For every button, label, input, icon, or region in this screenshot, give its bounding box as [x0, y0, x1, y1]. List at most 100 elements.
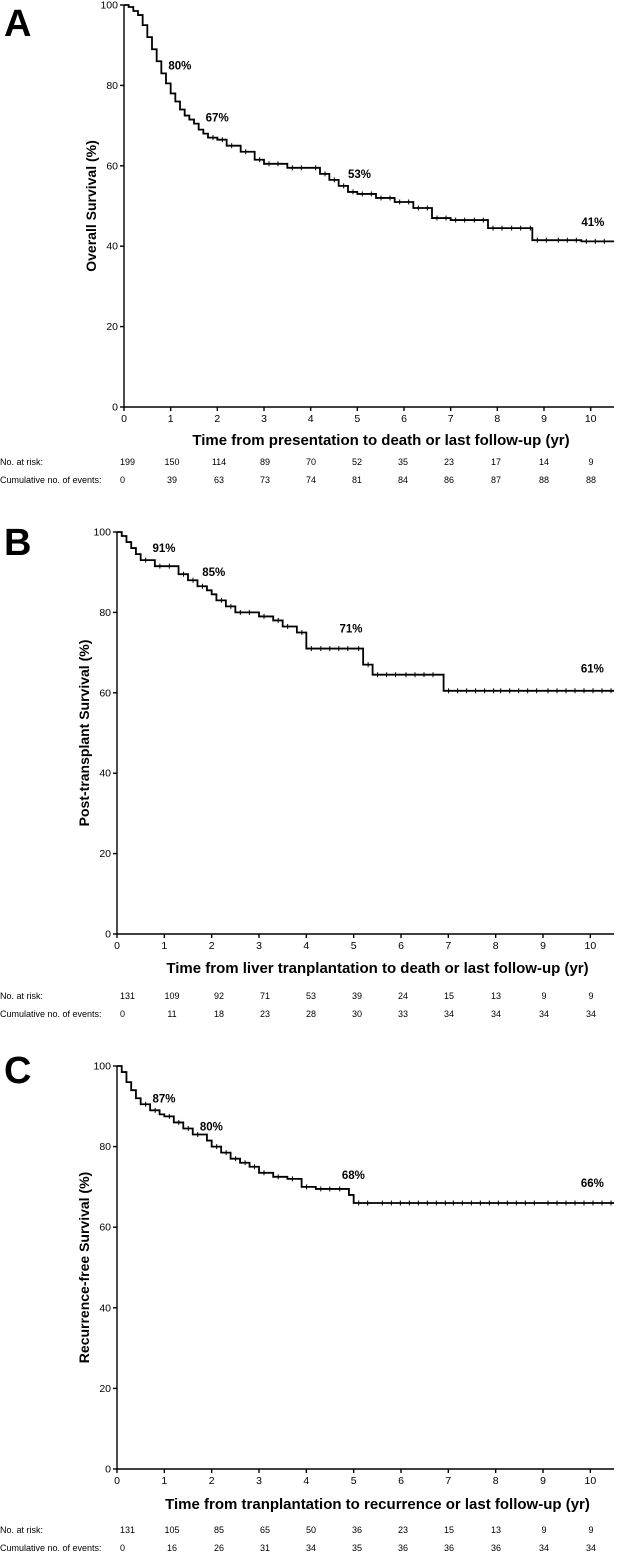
risk-table-value: 34	[586, 1543, 596, 1553]
x-tick-label: 8	[493, 940, 499, 952]
risk-table-value: 150	[164, 457, 179, 467]
risk-table-label: Cumulative no. of events:	[0, 1009, 102, 1019]
x-tick-label: 8	[494, 413, 500, 425]
y-tick-label: 100	[93, 527, 111, 539]
x-axis-label: Time from presentation to death or last …	[192, 432, 569, 449]
panel-letter: A	[4, 3, 31, 45]
x-tick-label: 4	[308, 413, 314, 425]
risk-table-value: 34	[306, 1543, 316, 1553]
survival-curve	[124, 4, 614, 243]
x-tick-label: 0	[121, 413, 127, 425]
survival-curve	[117, 531, 614, 692]
x-tick-label: 2	[209, 940, 215, 952]
risk-table-value: 28	[306, 1009, 316, 1019]
risk-table-value: 73	[260, 475, 270, 485]
x-tick-label: 8	[493, 1475, 499, 1487]
y-tick-label: 0	[105, 929, 111, 941]
risk-table-value: 34	[444, 1009, 454, 1019]
y-axis-label: Post-transplant Survival (%)	[76, 640, 92, 827]
risk-table-value: 84	[398, 475, 408, 485]
risk-table-value: 36	[444, 1543, 454, 1553]
risk-table-value: 14	[539, 457, 549, 467]
risk-table-value: 13	[491, 1525, 501, 1535]
risk-table-value: 92	[214, 991, 224, 1001]
risk-table-value: 34	[539, 1543, 549, 1553]
x-axis-label: Time from liver tranplantation to death …	[166, 960, 588, 977]
y-tick-label: 80	[99, 1141, 111, 1153]
risk-table-value: 9	[588, 1525, 593, 1535]
x-tick-label: 2	[214, 413, 220, 425]
risk-table-value: 31	[260, 1543, 270, 1553]
survival-annotation: 68%	[342, 1170, 365, 1182]
survival-annotation: 85%	[202, 567, 225, 579]
risk-table-value: 63	[214, 475, 224, 485]
x-tick-label: 9	[540, 940, 546, 952]
risk-table-value: 39	[352, 991, 362, 1001]
risk-table-label: Cumulative no. of events:	[0, 1543, 102, 1553]
y-tick-label: 60	[106, 160, 118, 172]
y-tick-label: 40	[99, 768, 111, 780]
y-axis-label: Overall Survival (%)	[83, 140, 99, 272]
x-tick-label: 5	[351, 940, 357, 952]
x-tick-label: 0	[114, 1475, 120, 1487]
risk-table-value: 35	[352, 1543, 362, 1553]
risk-table-value: 9	[588, 457, 593, 467]
risk-table-value: 70	[306, 457, 316, 467]
survival-annotation: 53%	[348, 169, 371, 181]
y-tick-label: 100	[93, 1061, 111, 1073]
risk-table-value: 131	[120, 991, 135, 1001]
risk-table-label: No. at risk:	[0, 1525, 43, 1535]
y-tick-label: 60	[99, 1222, 111, 1234]
y-tick-label: 20	[106, 321, 118, 333]
x-tick-label: 5	[351, 1475, 357, 1487]
panel-letter: C	[4, 1050, 31, 1092]
x-tick-label: 7	[445, 1475, 451, 1487]
x-tick-label: 10	[584, 940, 596, 952]
risk-table-value: 23	[260, 1009, 270, 1019]
risk-table-value: 36	[352, 1525, 362, 1535]
x-tick-label: 6	[398, 1475, 404, 1487]
risk-table-value: 35	[398, 457, 408, 467]
risk-table-value: 34	[586, 1009, 596, 1019]
risk-table-value: 39	[167, 475, 177, 485]
survival-annotation: 80%	[168, 60, 191, 72]
risk-table-value: 15	[444, 1525, 454, 1535]
risk-table-value: 50	[306, 1525, 316, 1535]
x-tick-label: 1	[161, 940, 167, 952]
risk-table-label: No. at risk:	[0, 457, 43, 467]
x-tick-label: 5	[354, 413, 360, 425]
risk-table-value: 36	[398, 1543, 408, 1553]
y-tick-label: 80	[99, 607, 111, 619]
x-tick-label: 3	[256, 940, 262, 952]
risk-table-value: 13	[491, 991, 501, 1001]
risk-table-value: 74	[306, 475, 316, 485]
y-tick-label: 0	[105, 1464, 111, 1476]
risk-table-value: 131	[120, 1525, 135, 1535]
y-tick-label: 20	[99, 1383, 111, 1395]
survival-annotation: 80%	[200, 1121, 223, 1133]
y-tick-label: 60	[99, 687, 111, 699]
risk-table-value: 105	[164, 1525, 179, 1535]
survival-annotation: 41%	[581, 217, 604, 229]
risk-table-value: 81	[352, 475, 362, 485]
y-tick-label: 20	[99, 848, 111, 860]
risk-table-value: 30	[352, 1009, 362, 1019]
risk-table-value: 11	[167, 1009, 176, 1019]
risk-table-value: 88	[539, 475, 549, 485]
y-tick-label: 80	[106, 80, 118, 92]
risk-table-value: 9	[541, 991, 546, 1001]
risk-table-value: 33	[398, 1009, 408, 1019]
survival-annotation: 61%	[581, 664, 604, 676]
x-tick-label: 4	[303, 940, 309, 952]
risk-table-value: 52	[352, 457, 362, 467]
y-tick-label: 0	[112, 402, 118, 414]
risk-table-value: 86	[444, 475, 454, 485]
risk-table-value: 109	[164, 991, 179, 1001]
risk-table-value: 65	[260, 1525, 270, 1535]
x-tick-label: 6	[401, 413, 407, 425]
risk-table-label: No. at risk:	[0, 991, 43, 1001]
risk-table-value: 0	[120, 475, 125, 485]
y-tick-label: 40	[99, 1302, 111, 1314]
